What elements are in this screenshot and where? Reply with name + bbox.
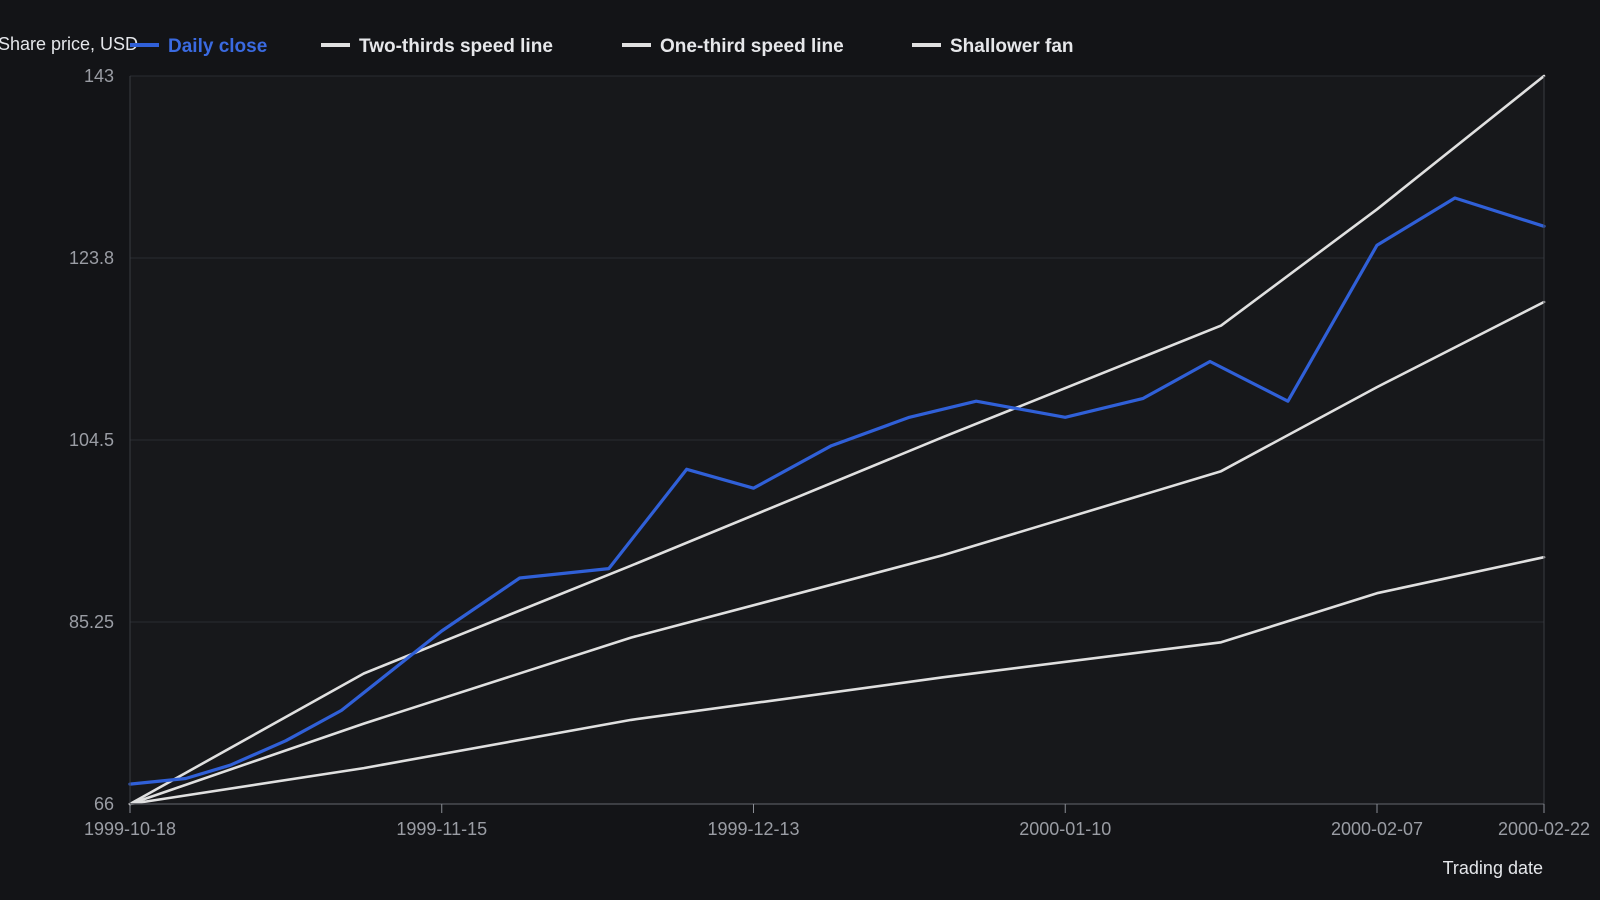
- legend-item: Daily close: [130, 36, 267, 57]
- y-tick-label: 143: [84, 66, 114, 86]
- x-tick-label: 1999-11-15: [396, 819, 487, 839]
- x-axis-title: Trading date: [1443, 858, 1543, 878]
- x-tick-label: 1999-10-18: [84, 819, 176, 839]
- y-axis-title: Share price, USD: [0, 34, 138, 54]
- series-line-speed-line-1: [128, 74, 1546, 806]
- y-tick-label: 85.25: [69, 612, 114, 632]
- x-tick-label: 1999-12-13: [707, 819, 799, 839]
- legend-label: One-third speed line: [660, 36, 844, 57]
- series-layer: [128, 74, 1546, 806]
- gridlines: [130, 75, 1544, 805]
- axes: 143 123.8 104.5 85.25 66 1999-10-18 1999-11-15…: [69, 66, 1590, 839]
- y-tick-label: 104.5: [69, 430, 114, 450]
- x-tick-label: 2000-02-07: [1331, 819, 1423, 839]
- series-line-speed-line-3: [128, 555, 1546, 806]
- legend-item: One-third speed line: [622, 36, 844, 57]
- x-tick-label: 2000-02-22: [1498, 819, 1590, 839]
- legend-item: Shallower fan: [912, 36, 1074, 57]
- y-tick-label: 66: [94, 794, 114, 814]
- series-line-speed-line-2: [128, 300, 1546, 806]
- legend-label: Daily close: [168, 36, 267, 57]
- legend-label: Two-thirds speed line: [359, 36, 553, 57]
- legend: Daily close Two-thirds speed line One-thir…: [130, 36, 1074, 57]
- legend-label: Shallower fan: [950, 36, 1074, 57]
- legend-item: Two-thirds speed line: [321, 36, 553, 57]
- y-tick-label: 123.8: [69, 248, 114, 268]
- series-line-daily-close: [128, 196, 1546, 786]
- x-tick-label: 2000-01-10: [1019, 819, 1111, 839]
